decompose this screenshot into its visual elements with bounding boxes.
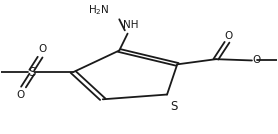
Text: O: O — [17, 90, 25, 100]
Text: NH: NH — [123, 20, 138, 30]
Text: S: S — [170, 100, 178, 113]
Text: S: S — [28, 66, 36, 79]
Text: O: O — [39, 44, 47, 54]
Text: H$_2$N: H$_2$N — [88, 4, 110, 17]
Text: O: O — [253, 55, 261, 65]
Text: O: O — [224, 31, 232, 41]
